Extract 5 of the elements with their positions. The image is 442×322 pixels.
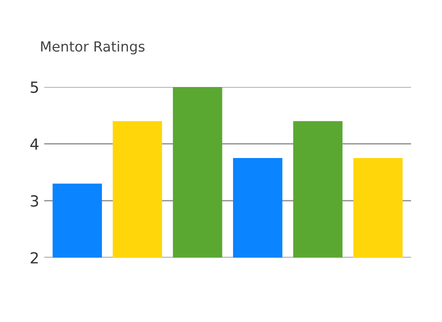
y-tick-label: 2 — [30, 252, 38, 264]
y-tick-label: 5 — [30, 82, 38, 93]
chart-title: Mentor Ratings — [41, 40, 145, 54]
y-tick-label: 4 — [30, 138, 38, 150]
y-tick-label: 3 — [30, 195, 38, 207]
